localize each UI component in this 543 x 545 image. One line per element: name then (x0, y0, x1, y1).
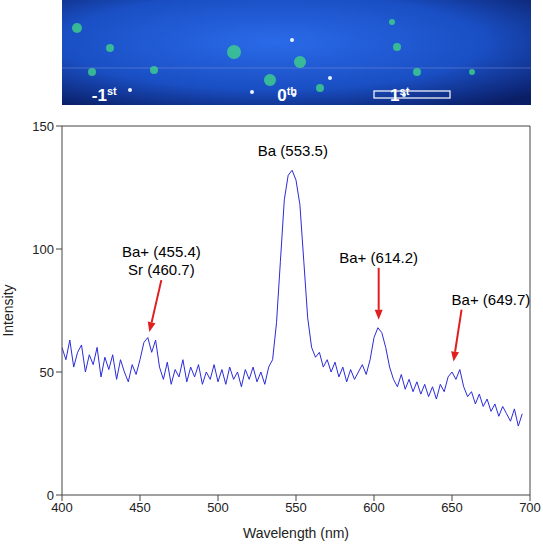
svg-text:Intensity: Intensity (0, 284, 16, 336)
svg-text:Ba+ (649.7): Ba+ (649.7) (452, 291, 531, 308)
svg-text:Ba+ (455.4): Ba+ (455.4) (122, 243, 201, 260)
svg-text:Ba+ (614.2): Ba+ (614.2) (339, 249, 418, 266)
svg-text:550: 550 (285, 500, 307, 515)
svg-text:1st: 1st (390, 85, 410, 105)
svg-text:0th: 0th (277, 85, 297, 105)
svg-text:150: 150 (32, 119, 54, 134)
svg-text:400: 400 (51, 500, 73, 515)
svg-text:-1st: -1st (92, 85, 117, 105)
svg-text:Wavelength (nm): Wavelength (nm) (243, 525, 349, 541)
svg-text:600: 600 (363, 500, 385, 515)
svg-text:450: 450 (129, 500, 151, 515)
svg-text:700: 700 (519, 500, 541, 515)
svg-text:Ba (553.5): Ba (553.5) (258, 142, 328, 159)
svg-text:50: 50 (40, 365, 54, 380)
svg-text:650: 650 (441, 500, 463, 515)
svg-text:0: 0 (47, 488, 54, 503)
svg-text:500: 500 (207, 500, 229, 515)
svg-text:Sr (460.7): Sr (460.7) (128, 261, 195, 278)
svg-text:100: 100 (32, 242, 54, 257)
